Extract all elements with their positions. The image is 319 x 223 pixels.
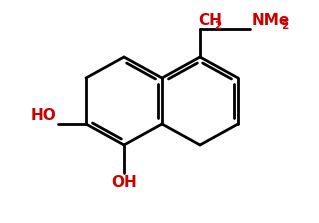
Text: HO: HO: [30, 108, 56, 123]
Text: CH: CH: [198, 13, 222, 28]
Text: NMe: NMe: [252, 13, 290, 28]
Text: 2: 2: [281, 21, 288, 31]
Text: 2: 2: [214, 21, 221, 31]
Text: OH: OH: [111, 175, 137, 190]
